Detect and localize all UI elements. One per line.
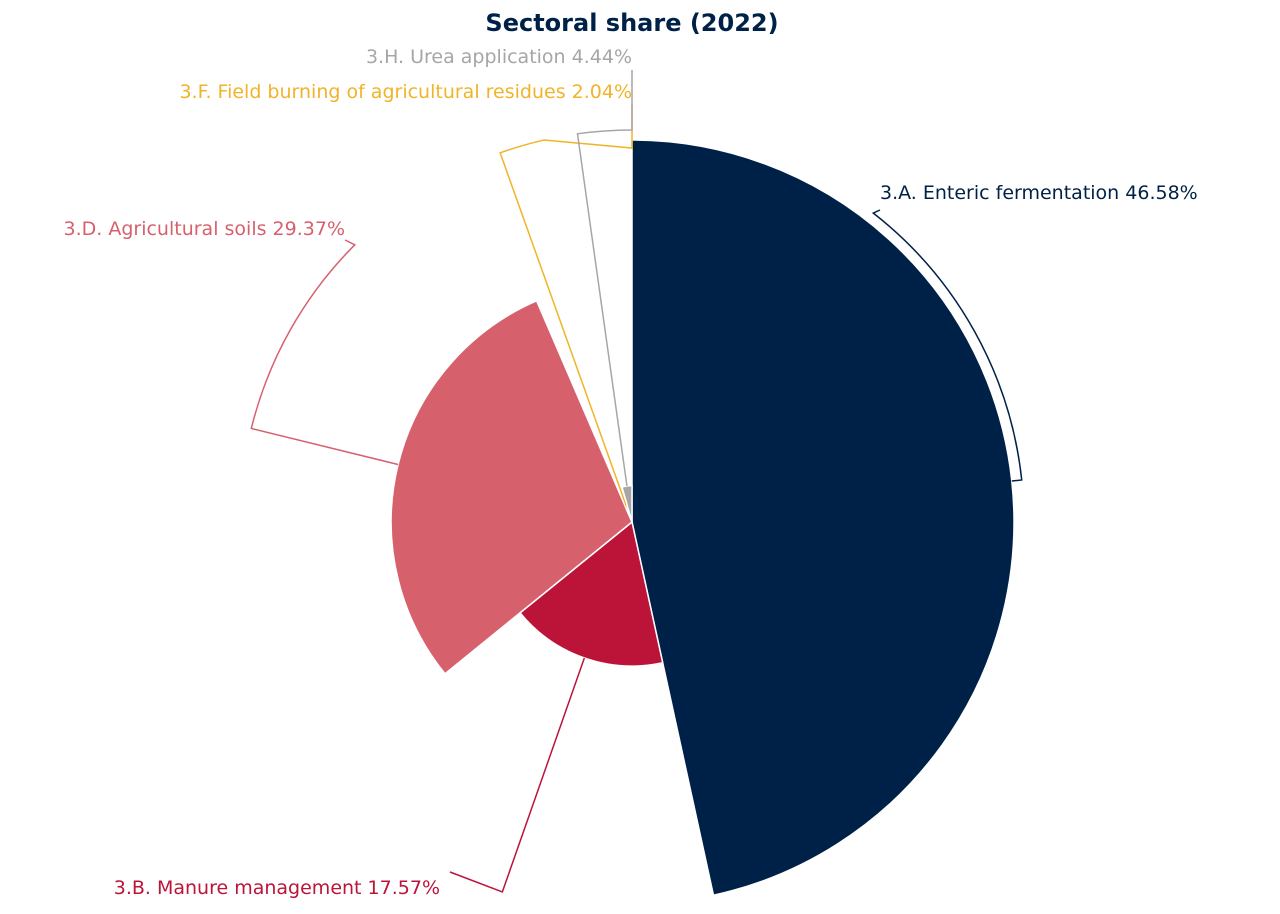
slice	[519, 520, 664, 667]
label-value: 46.58%	[1125, 182, 1197, 204]
slice-label: 3.F. Field burning of agricultural resid…	[179, 81, 632, 103]
label-value: 17.57%	[368, 877, 440, 899]
leader-line	[576, 70, 633, 487]
leader-line	[449, 657, 586, 893]
label-name: 3.B. Manure management	[114, 877, 362, 899]
slice-label: 3.D. Agricultural soils 29.37%	[64, 218, 346, 240]
chart-title: Sectoral share (2022)	[485, 9, 778, 37]
slice	[390, 299, 633, 675]
label-name: 3.A. Enteric fermentation	[880, 182, 1119, 204]
slice	[621, 484, 633, 523]
slice-label: 3.A. Enteric fermentation 46.58%	[880, 182, 1198, 204]
label-value: 2.04%	[572, 81, 632, 103]
label-name: 3.D. Agricultural soils	[64, 218, 267, 240]
label-name: 3.H. Urea application	[366, 46, 566, 68]
slice	[631, 139, 1015, 897]
slice-label: 3.B. Manure management 17.57%	[114, 877, 440, 899]
slice-label: 3.H. Urea application 4.44%	[366, 46, 632, 68]
leader-line	[499, 104, 633, 507]
label-value: 29.37%	[273, 218, 345, 240]
leader-line	[250, 239, 399, 466]
leader-line	[871, 209, 1023, 482]
label-name: 3.F. Field burning of agricultural resid…	[179, 81, 565, 103]
label-value: 4.44%	[572, 46, 632, 68]
